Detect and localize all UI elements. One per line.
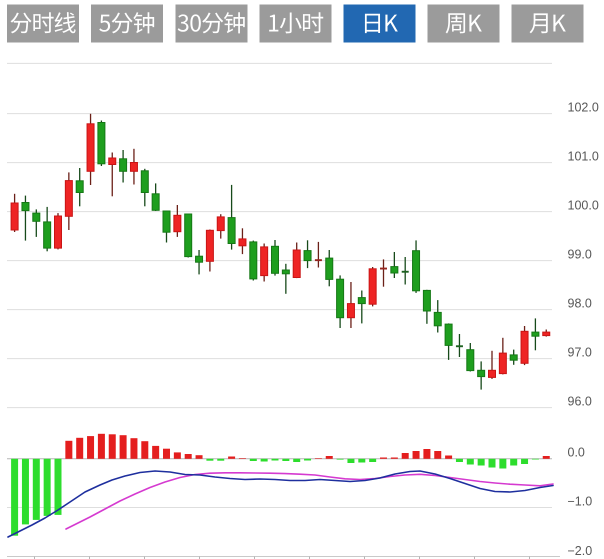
svg-text:99.0: 99.0 [568,247,592,261]
svg-text:96.0: 96.0 [568,394,592,408]
svg-text:−2.0: −2.0 [568,544,593,558]
svg-text:0.0: 0.0 [568,445,585,459]
svg-text:98.0: 98.0 [568,296,592,310]
svg-text:97.0: 97.0 [568,345,592,359]
svg-text:102.0: 102.0 [568,100,599,114]
svg-text:101.0: 101.0 [568,149,599,163]
svg-text:100.0: 100.0 [568,198,599,212]
svg-text:−1.0: −1.0 [568,494,593,508]
